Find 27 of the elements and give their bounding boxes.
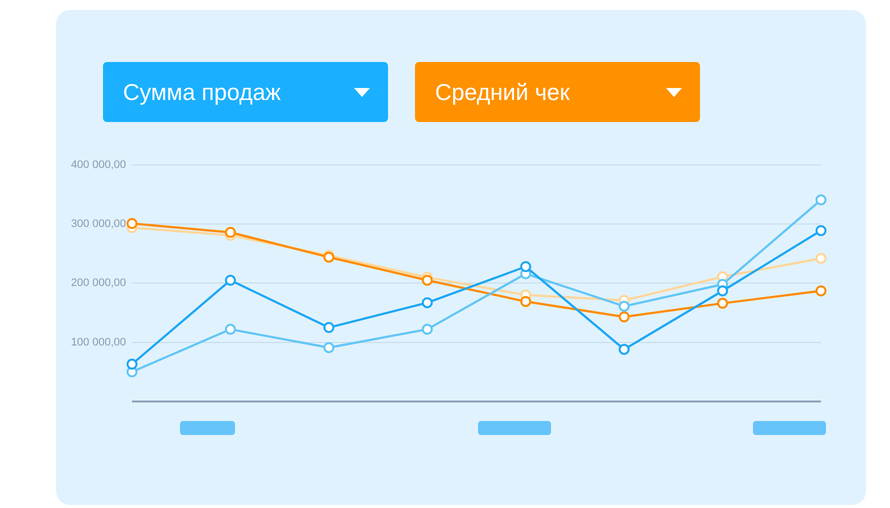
point [126,218,138,230]
text: Сумма продаж [123,78,281,106]
point [618,311,630,322]
point [717,298,728,309]
point [224,274,236,286]
point [520,261,532,272]
point [323,342,334,354]
text: Средний чек [435,78,570,106]
point [422,297,433,308]
y-tick-label: 400 000,00 [70,159,126,172]
point [422,324,433,335]
point [816,252,826,264]
point [816,225,826,236]
point [520,296,532,308]
point [323,322,334,334]
point [618,344,630,355]
point [126,358,138,370]
point [618,300,630,312]
y-tick-label: 100 000,00 [70,336,126,348]
point [816,194,826,206]
point [224,226,236,238]
y-tick-label: 200 000,00 [70,277,126,290]
point [422,274,433,286]
point [816,285,826,296]
y-tick-label: 300 000,00 [70,218,126,230]
point [224,324,236,335]
point [717,285,728,296]
